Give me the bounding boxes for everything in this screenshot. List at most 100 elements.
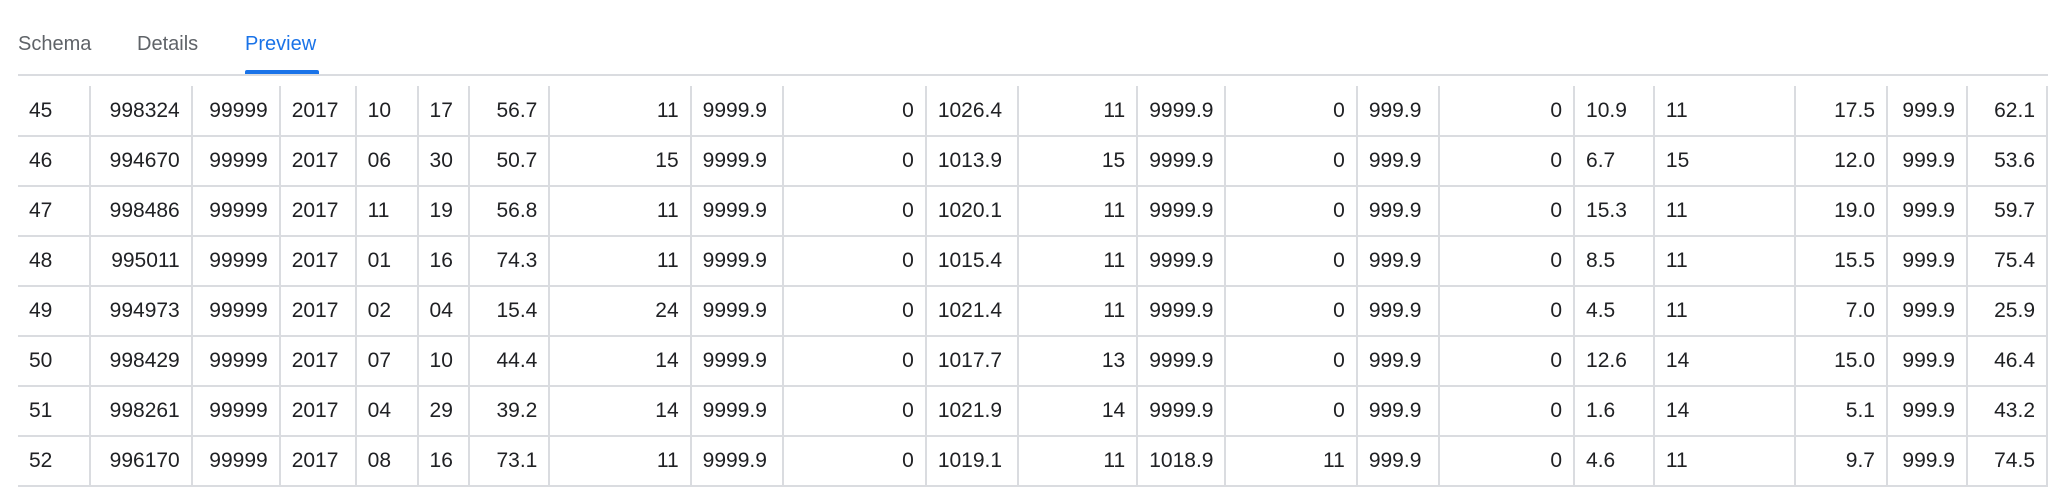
table-cell: 0: [1438, 386, 1576, 437]
table-cell: 999.9: [1887, 336, 1968, 387]
table-row: 52 996170 99999 2017 08 16 73.1 11 9999.9 0 1019.1…: [18, 436, 2048, 487]
row-number-cell: 49: [18, 286, 91, 337]
table-cell: 9999.9: [690, 236, 784, 287]
table-cell: 0: [782, 436, 927, 487]
row-number-cell: 48: [18, 236, 91, 287]
table-cell: 99999: [191, 286, 281, 337]
table-cell: 15.3: [1574, 186, 1655, 237]
table-row: 50 998429 99999 2017 07 10 44.4 14 9999.9 0 1017.7…: [18, 336, 2048, 387]
table-cell: 9999.9: [1137, 136, 1227, 187]
table-cell: 0: [782, 186, 927, 237]
table-cell: 0: [1438, 236, 1576, 287]
table-cell: 59.7: [1966, 186, 2048, 237]
table-row: 49 994973 99999 2017 02 04 15.4 24 9999.9 0 1021.4…: [18, 286, 2048, 337]
table-cell: 11: [1653, 436, 1797, 487]
table-cell: 56.7: [469, 86, 551, 137]
table-cell: 9999.9: [1137, 286, 1227, 337]
preview-table-viewport[interactable]: 45 998324 99999 2017 10 17 56.7 11 9999.9 0 1026.4…: [18, 86, 2048, 487]
table-cell: 11: [549, 436, 692, 487]
table-cell: 998429: [89, 336, 193, 387]
table-cell: 19.0: [1795, 186, 1888, 237]
table-cell: 2017: [279, 336, 357, 387]
table-cell: 1018.9: [1137, 436, 1227, 487]
tab-schema[interactable]: Schema: [18, 33, 92, 55]
table-cell: 30: [417, 136, 471, 187]
row-number-cell: 47: [18, 186, 91, 237]
table-cell: 99999: [191, 436, 281, 487]
table-cell: 99999: [191, 136, 281, 187]
table-cell: 14: [549, 386, 692, 437]
table-cell: 1021.9: [925, 386, 1019, 437]
table-cell: 9999.9: [690, 436, 784, 487]
table-cell: 1020.1: [925, 186, 1019, 237]
table-cell: 15.5: [1795, 236, 1888, 287]
table-cell: 62.1: [1966, 86, 2048, 137]
table-row: 51 998261 99999 2017 04 29 39.2 14 9999.9 0 1021.9…: [18, 386, 2048, 437]
table-cell: 5.1: [1795, 386, 1888, 437]
row-number-cell: 52: [18, 436, 91, 487]
table-cell: 0: [1225, 386, 1358, 437]
table-cell: 2017: [279, 386, 357, 437]
table-cell: 08: [355, 436, 419, 487]
table-cell: 53.6: [1966, 136, 2048, 187]
table-cell: 99999: [191, 86, 281, 137]
table-cell: 12.0: [1795, 136, 1888, 187]
table-row: 46 994670 99999 2017 06 30 50.7 15 9999.9 0 1013.9…: [18, 136, 2048, 187]
table-cell: 998486: [89, 186, 193, 237]
table-cell: 999.9: [1356, 386, 1440, 437]
table-cell: 12.6: [1574, 336, 1655, 387]
active-tab-indicator: [245, 70, 319, 74]
table-cell: 10: [355, 86, 419, 137]
table-cell: 998324: [89, 86, 193, 137]
table-cell: 14: [1653, 386, 1797, 437]
tab-preview[interactable]: Preview: [245, 33, 317, 55]
table-cell: 2017: [279, 136, 357, 187]
table-cell: 15: [1653, 136, 1797, 187]
table-cell: 0: [782, 386, 927, 437]
table-cell: 11: [1017, 186, 1139, 237]
table-cell: 0: [782, 286, 927, 337]
table-cell: 9999.9: [690, 136, 784, 187]
table-cell: 74.3: [469, 236, 551, 287]
table-cell: 999.9: [1356, 436, 1440, 487]
table-cell: 9999.9: [690, 86, 784, 137]
table-cell: 2017: [279, 286, 357, 337]
table-cell: 1017.7: [925, 336, 1019, 387]
table-cell: 01: [355, 236, 419, 287]
table-cell: 0: [1225, 186, 1358, 237]
table-cell: 999.9: [1887, 436, 1968, 487]
table-cell: 0: [1438, 186, 1576, 237]
row-number-cell: 51: [18, 386, 91, 437]
table-cell: 99999: [191, 236, 281, 287]
table-cell: 0: [1225, 286, 1358, 337]
table-cell: 11: [1017, 436, 1139, 487]
table-cell: 0: [1225, 236, 1358, 287]
table-cell: 4.5: [1574, 286, 1655, 337]
table-cell: 994973: [89, 286, 193, 337]
table-cell: 75.4: [1966, 236, 2048, 287]
table-cell: 9999.9: [1137, 236, 1227, 287]
table-cell: 0: [1225, 86, 1358, 137]
table-cell: 11: [355, 186, 419, 237]
table-cell: 0: [1438, 86, 1576, 137]
table-cell: 11: [1017, 86, 1139, 137]
table-cell: 11: [549, 236, 692, 287]
table-cell: 999.9: [1887, 236, 1968, 287]
table-cell: 9999.9: [1137, 386, 1227, 437]
table-cell: 29: [417, 386, 471, 437]
table-cell: 999.9: [1356, 136, 1440, 187]
table-row: 47 998486 99999 2017 11 19 56.8 11 9999.9 0 1020.1…: [18, 186, 2048, 237]
table-cell: 11: [549, 186, 692, 237]
table-cell: 11: [1225, 436, 1358, 487]
table-cell: 16: [417, 236, 471, 287]
table-cell: 0: [782, 236, 927, 287]
table-cell: 9999.9: [1137, 186, 1227, 237]
table-cell: 56.8: [469, 186, 551, 237]
table-cell: 9999.9: [690, 336, 784, 387]
table-cell: 19: [417, 186, 471, 237]
table-cell: 0: [1438, 136, 1576, 187]
table-cell: 2017: [279, 186, 357, 237]
table-cell: 0: [1225, 336, 1358, 387]
tab-details[interactable]: Details: [137, 33, 199, 55]
table-cell: 4.6: [1574, 436, 1655, 487]
